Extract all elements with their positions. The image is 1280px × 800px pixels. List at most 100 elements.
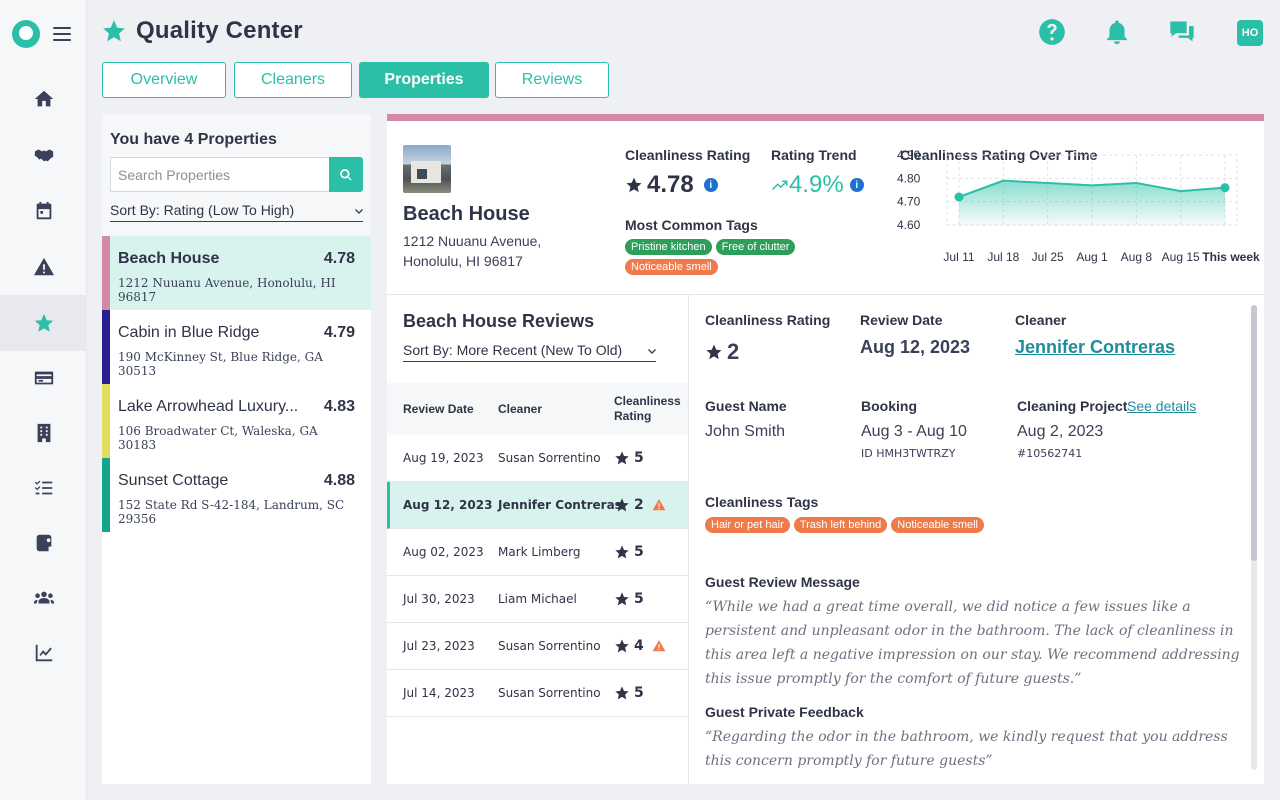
property-list-item[interactable]: Lake Arrowhead Luxury... 4.83 106 Broadwat… (102, 384, 371, 458)
team-icon[interactable] (0, 570, 87, 626)
column-cleaner[interactable]: Cleaner (498, 402, 543, 416)
property-color-bar (102, 236, 110, 310)
review-date-cell: Jul 30, 2023 (403, 592, 475, 606)
property-list-item[interactable]: Beach House 4.78 1212 Nuuanu Avenue, Honol… (102, 236, 371, 310)
reviews-sort-select[interactable]: Sort By: More Recent (New To Old) (403, 342, 656, 362)
help-icon[interactable] (1038, 18, 1068, 48)
info-icon[interactable]: i (849, 178, 864, 192)
table-row[interactable]: Jul 30, 2023 Liam Michael 5 (387, 576, 688, 623)
rating-value: 5 (634, 450, 644, 466)
see-details-link[interactable]: See details (1127, 398, 1197, 414)
cleanliness-tags-label: Cleanliness Tags (705, 494, 819, 510)
properties-sort-select[interactable]: Sort By: Rating (Low To High) (110, 202, 363, 222)
table-row[interactable]: Jul 23, 2023 Susan Sorrentino 4 (387, 623, 688, 670)
tab-reviews[interactable]: Reviews (495, 62, 609, 98)
chat-icon[interactable] (1168, 18, 1198, 48)
detail-scrollbar[interactable] (1251, 305, 1257, 770)
page-title: Quality Center (136, 17, 303, 44)
table-row[interactable]: Aug 19, 2023 Susan Sorrentino 5 (387, 435, 688, 482)
review-date: Aug 12, 2023 (860, 337, 971, 357)
supplies-icon[interactable] (0, 515, 87, 571)
column-review-date[interactable]: Review Date (403, 402, 474, 416)
project-id: #10562741 (1017, 447, 1083, 460)
checklist-icon[interactable] (0, 460, 87, 516)
search-icon (340, 168, 352, 181)
property-list-item[interactable]: Sunset Cottage 4.88 152 State Rd S-42-184,… (102, 458, 371, 532)
chart-title: Cleanliness Rating Over Time (900, 147, 1098, 163)
cleaner-cell: Jennifer Contreras (498, 498, 622, 512)
rating-cell: 4 (614, 623, 666, 669)
property-rating: 4.79 (323, 324, 355, 341)
tag-chip: Noticeable smell (625, 259, 718, 275)
table-row[interactable]: Aug 12, 2023 Jennifer Contreras 2 (387, 482, 688, 529)
cleanliness-rating: 4.78 i (625, 171, 718, 199)
avatar[interactable]: HO (1237, 20, 1263, 46)
guest-name: John Smith (705, 423, 786, 440)
property-address: 1212 Nuuanu Avenue, Honolulu, HI 96817 (118, 276, 336, 304)
tab-properties[interactable]: Properties (359, 62, 489, 98)
rating-cell: 5 (614, 435, 644, 481)
property-detail-panel: Beach House 1212 Nuuanu Avenue, Honolulu… (387, 114, 1264, 784)
tab-cleaners[interactable]: Cleaners (234, 62, 352, 98)
common-tags: Pristine kitchen Free of clutter Noticeabl… (625, 239, 825, 275)
menu-icon[interactable] (53, 27, 71, 41)
reviews-list: Beach House Reviews Sort By: More Recent… (387, 295, 689, 784)
tag-chip: Trash left behind (793, 517, 888, 533)
x-tick-label: Aug 1 (1076, 250, 1108, 264)
table-row[interactable]: Aug 02, 2023 Mark Limberg 5 (387, 529, 688, 576)
nav-rail (0, 0, 87, 800)
bell-icon[interactable] (1103, 18, 1133, 48)
brand-logo[interactable] (12, 20, 40, 48)
booking-dates: Aug 3 - Aug 10 (861, 423, 967, 440)
rating-chart: 4.90 4.80 4.70 4.60 Jul 11 Jul 18 Jul 25 Aug 1 A… (897, 148, 1260, 264)
star-icon (101, 18, 127, 44)
star-icon[interactable] (0, 295, 87, 351)
rating-value: 5 (634, 544, 644, 560)
y-tick-label: 4.90 (897, 148, 921, 162)
guest-message-label: Guest Review Message (705, 574, 860, 590)
property-list-item[interactable]: Cabin in Blue Ridge 4.79 190 McKinney St, … (102, 310, 371, 384)
chart-icon[interactable] (0, 625, 87, 681)
cleaner-link[interactable]: Jennifer Contreras (1015, 337, 1176, 357)
info-icon[interactable]: i (703, 178, 718, 192)
building-icon[interactable] (0, 405, 87, 461)
star-icon (626, 177, 642, 193)
scrollbar-thumb[interactable] (1251, 305, 1257, 561)
rating-value: 4.78 (647, 171, 694, 198)
chevron-down-icon (646, 345, 656, 355)
property-image (403, 145, 451, 193)
series-area (959, 180, 1225, 225)
column-cleanliness-rating[interactable]: Cleanliness Rating (614, 394, 681, 423)
card-icon[interactable] (0, 350, 87, 406)
data-point (954, 192, 964, 202)
home-icon[interactable] (0, 71, 87, 127)
table-row[interactable]: Jul 14, 2023 Susan Sorrentino 5 (387, 670, 688, 717)
booking-id: ID HMH3TWTRZY (861, 447, 956, 460)
x-tick-label: Jul 18 (987, 250, 1019, 264)
rating-cell: 5 (614, 670, 644, 716)
reviews-sort-label: Sort By: More Recent (New To Old) (403, 342, 623, 358)
tab-overview[interactable]: Overview (102, 62, 226, 98)
warning-icon[interactable] (0, 239, 87, 295)
property-address: 152 State Rd S-42-184, Landrum, SC 29356 (118, 498, 345, 526)
handshake-icon[interactable] (0, 127, 87, 183)
common-tags-label: Most Common Tags (625, 217, 758, 233)
tag-chip: Pristine kitchen (625, 239, 712, 255)
project-date: Aug 2, 2023 (1017, 423, 1104, 440)
page-header: Quality Center HO (87, 0, 1280, 64)
detail-rating: 2 (705, 339, 739, 365)
search-button[interactable] (329, 157, 363, 192)
rating-cell: 5 (614, 576, 644, 622)
star-icon (615, 686, 629, 700)
cleanliness-tags: Hair or pet hair Trash left behind Noticea… (705, 517, 984, 533)
warning-icon (652, 639, 666, 653)
review-date-label: Review Date (860, 312, 943, 328)
search-input[interactable]: Search Properties (110, 157, 329, 192)
chevron-down-icon (353, 205, 363, 215)
calendar-icon[interactable] (0, 183, 87, 239)
guest-message: “While we had a great time overall, we d… (705, 599, 1240, 687)
private-feedback-label: Guest Private Feedback (705, 704, 864, 720)
reviews-title: Beach House Reviews (403, 311, 595, 331)
rating-value: 5 (634, 591, 644, 607)
cleanliness-rating-label: Cleanliness Rating (625, 147, 751, 163)
